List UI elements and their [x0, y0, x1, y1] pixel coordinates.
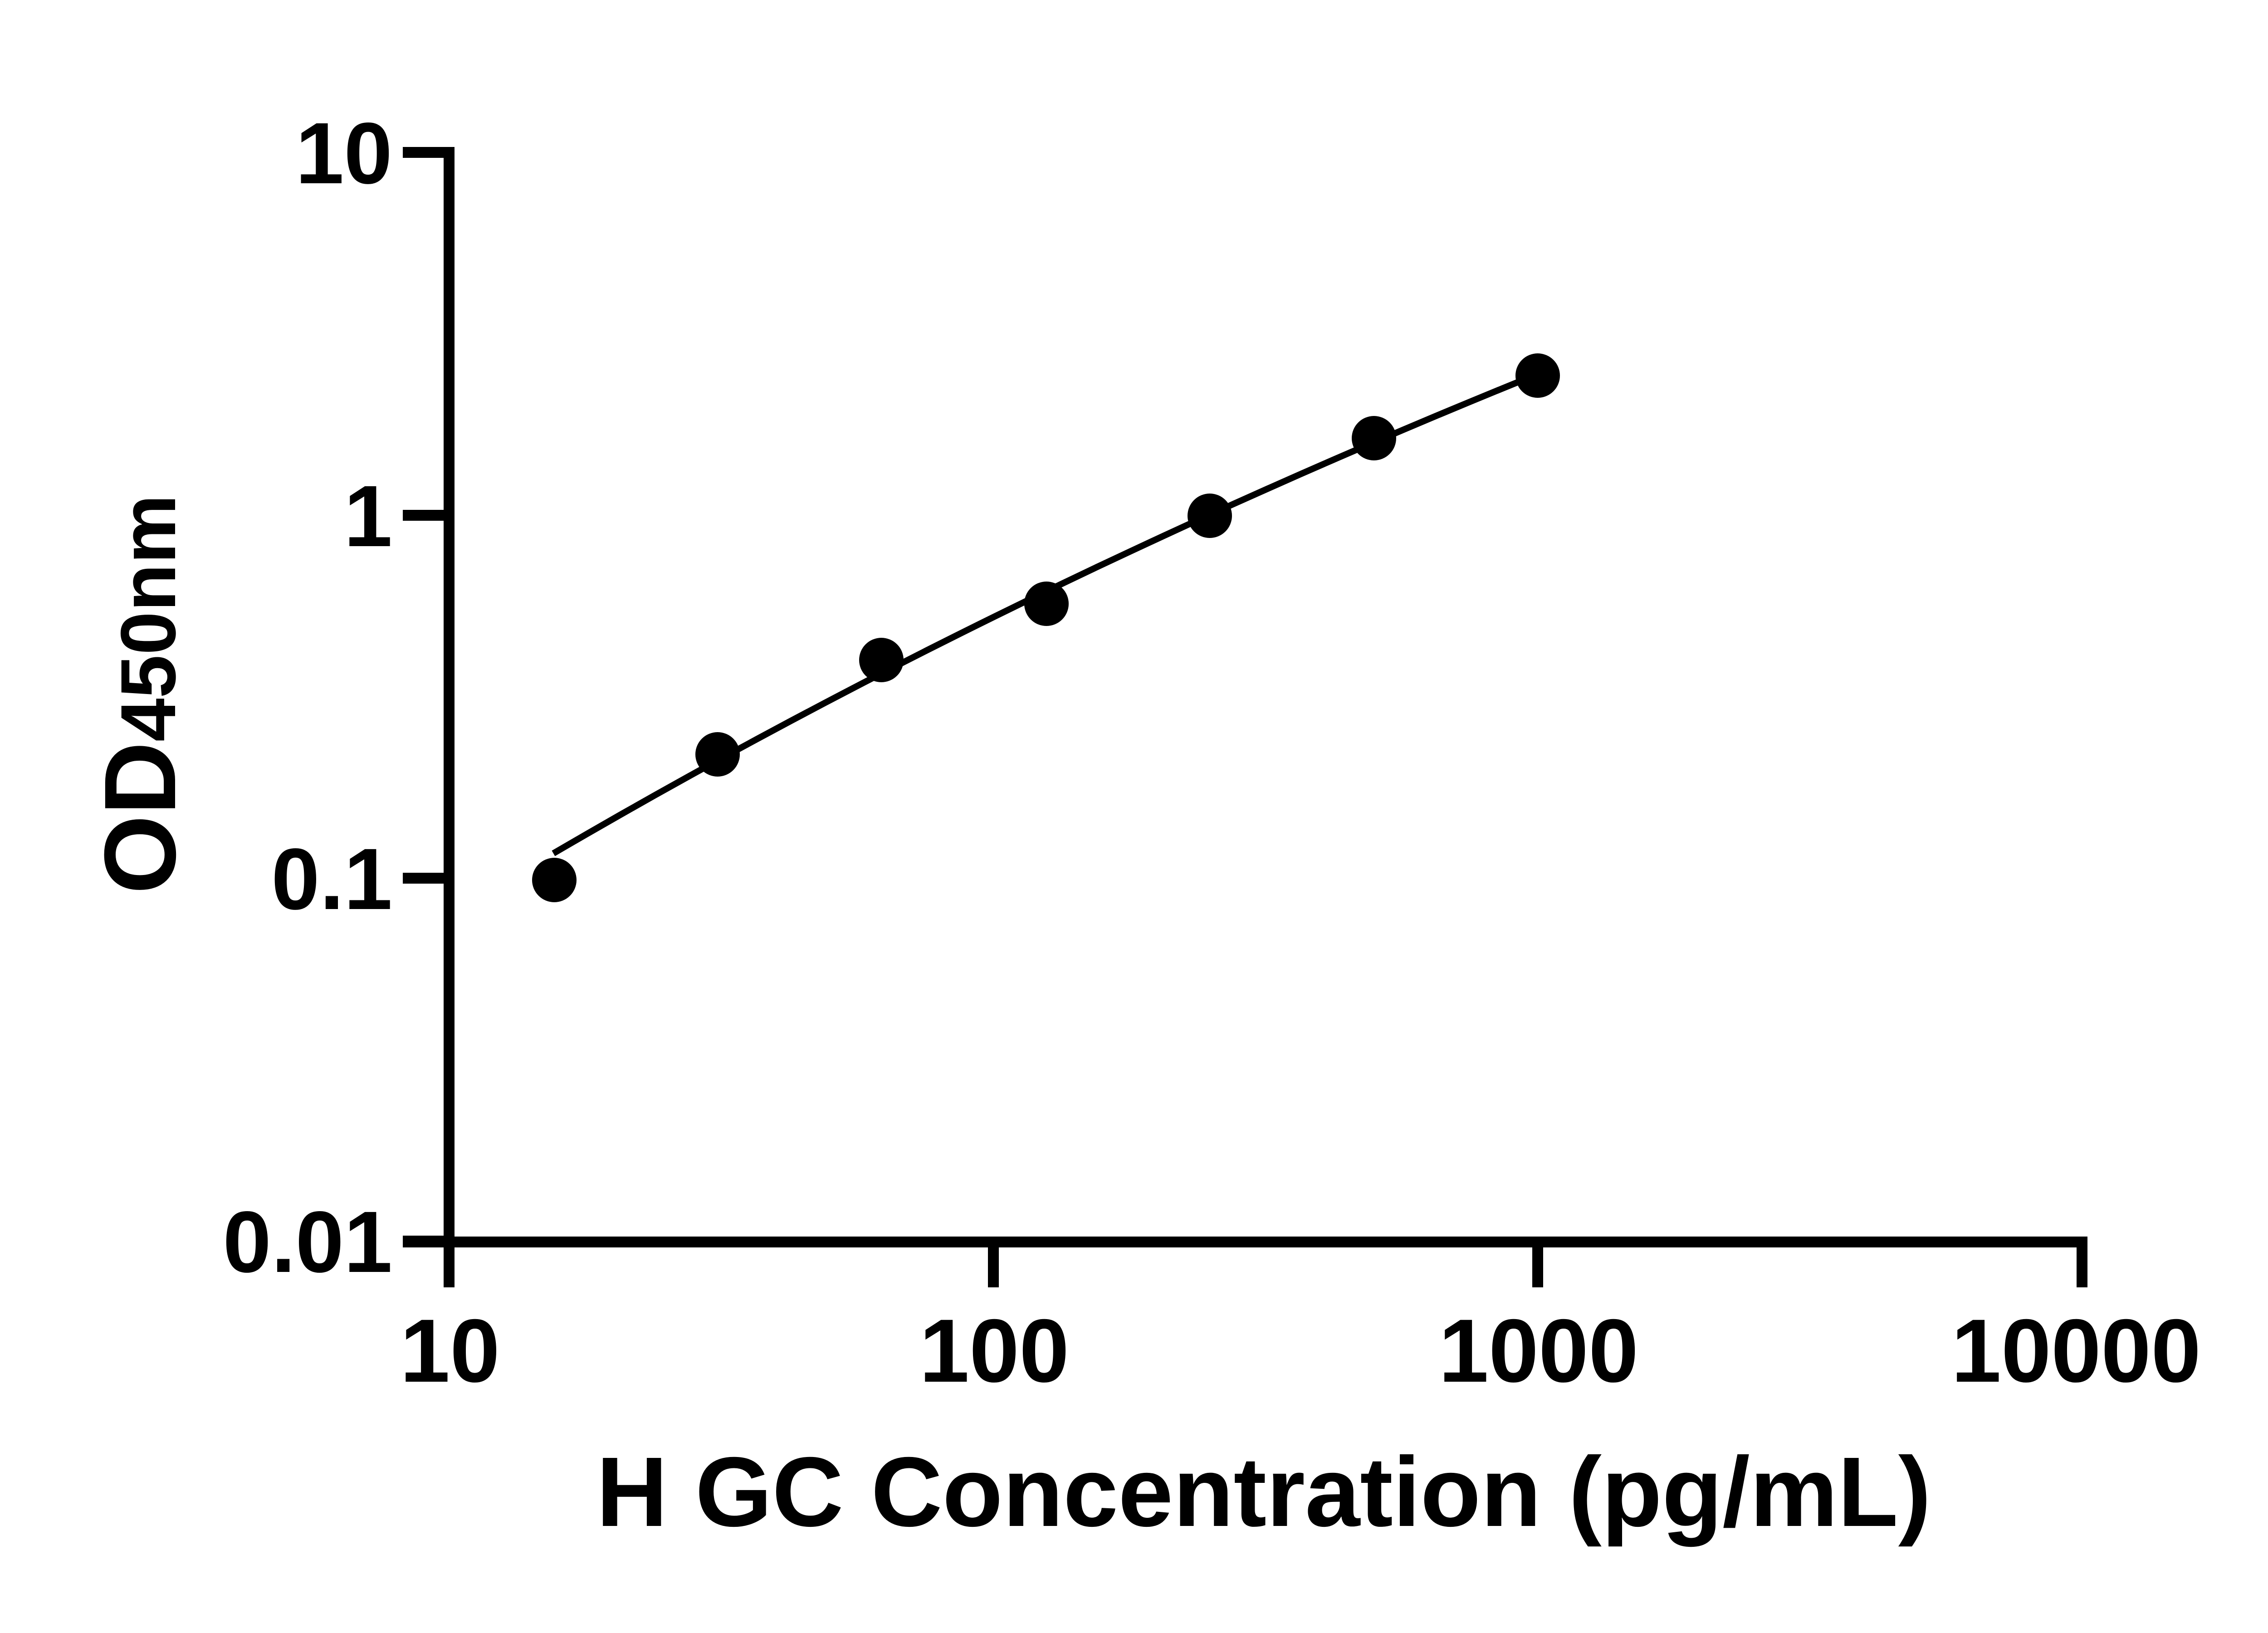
svg-text:H GC Concentration (pg/mL): H GC Concentration (pg/mL): [596, 1437, 1931, 1547]
svg-text:0.1: 0.1: [271, 830, 392, 928]
svg-text:0.01: 0.01: [223, 1193, 392, 1291]
svg-text:10000: 10000: [1951, 1301, 2201, 1401]
svg-text:OD450nm: OD450nm: [83, 494, 197, 894]
svg-text:100: 100: [919, 1301, 1069, 1401]
svg-text:10: 10: [400, 1301, 500, 1401]
svg-text:10: 10: [295, 104, 392, 202]
svg-text:1: 1: [344, 467, 392, 565]
svg-text:1000: 1000: [1439, 1301, 1638, 1401]
